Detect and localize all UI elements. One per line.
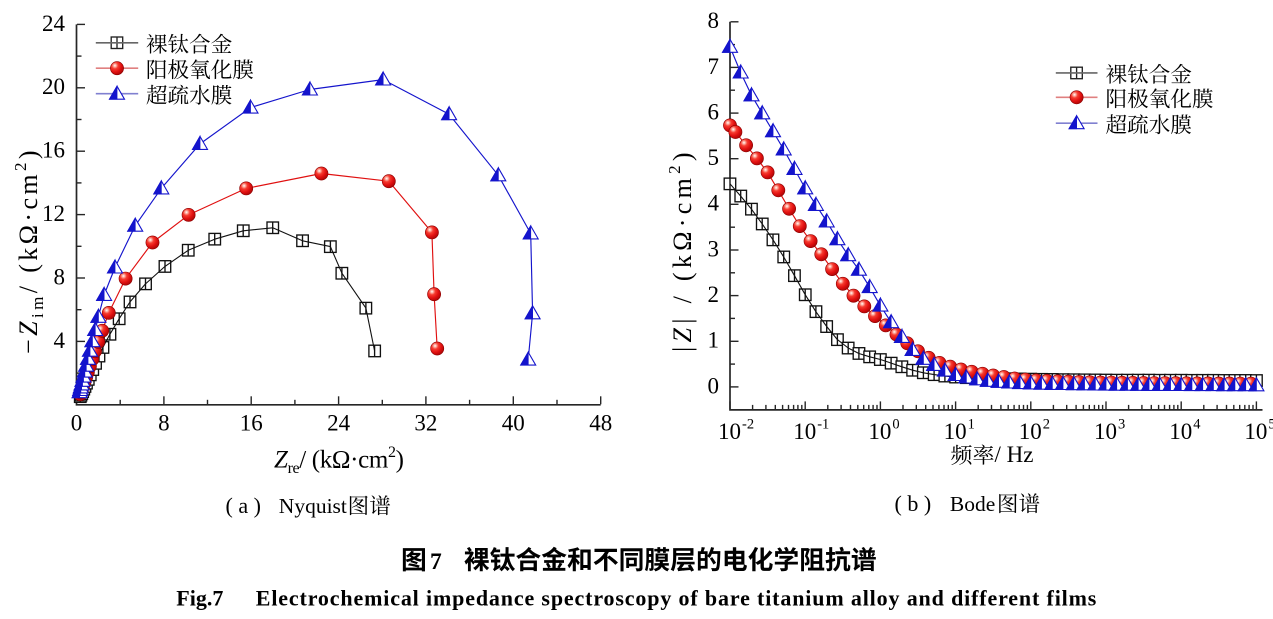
svg-text:12: 12 — [42, 201, 65, 226]
svg-text:|Z| / (kΩ·cm2): |Z| / (kΩ·cm2) — [665, 148, 697, 352]
svg-text:(a): (a) — [226, 493, 267, 518]
svg-text:4: 4 — [54, 328, 66, 353]
svg-text:0: 0 — [708, 373, 720, 398]
svg-text:Electrochemical impedance spec: Electrochemical impedance spectroscopy o… — [256, 586, 1097, 611]
svg-text:4: 4 — [708, 191, 720, 216]
svg-text:8: 8 — [54, 264, 66, 289]
svg-text:16: 16 — [42, 138, 65, 163]
svg-text:2: 2 — [1043, 417, 1050, 433]
svg-text:40: 40 — [502, 411, 525, 436]
svg-text:3: 3 — [1118, 417, 1125, 433]
svg-text:0: 0 — [71, 411, 83, 436]
svg-text:Bode: Bode — [950, 492, 995, 516]
svg-text:−Zim/ (kΩ·cm2): −Zim/ (kΩ·cm2) — [11, 147, 47, 354]
svg-text:-1: -1 — [817, 417, 829, 433]
svg-text:(b): (b) — [895, 491, 937, 516]
svg-text:10: 10 — [793, 419, 816, 444]
svg-text:1: 1 — [708, 328, 720, 353]
svg-text:7: 7 — [430, 549, 442, 575]
svg-text:Nyquist: Nyquist — [279, 494, 347, 518]
svg-text:8: 8 — [158, 411, 170, 436]
svg-text:6: 6 — [708, 100, 720, 125]
svg-text:10: 10 — [944, 419, 967, 444]
svg-text:Fig.7: Fig.7 — [176, 586, 223, 611]
svg-text:24: 24 — [42, 11, 66, 36]
svg-text:10: 10 — [1169, 419, 1192, 444]
svg-text:0: 0 — [892, 417, 899, 433]
svg-text:2: 2 — [708, 282, 720, 307]
svg-text:16: 16 — [240, 411, 263, 436]
svg-text:5: 5 — [708, 145, 720, 170]
svg-text:8: 8 — [708, 8, 720, 33]
svg-text:4: 4 — [1193, 417, 1201, 433]
svg-text:20: 20 — [42, 74, 65, 99]
svg-text:48: 48 — [589, 411, 612, 436]
svg-text:24: 24 — [327, 411, 351, 436]
svg-text:10: 10 — [1094, 419, 1117, 444]
svg-text:7: 7 — [708, 54, 720, 79]
svg-text:3: 3 — [708, 236, 720, 261]
svg-text:10: 10 — [1244, 419, 1267, 444]
svg-text:-2: -2 — [742, 417, 754, 433]
svg-text:1: 1 — [968, 417, 975, 433]
svg-text:10: 10 — [868, 419, 891, 444]
svg-text:10: 10 — [718, 419, 741, 444]
svg-text:10: 10 — [1019, 419, 1042, 444]
svg-text:5: 5 — [1268, 417, 1273, 433]
svg-text:/ Hz: / Hz — [995, 442, 1034, 467]
svg-text:Zre/ (kΩ·cm2): Zre/ (kΩ·cm2) — [274, 444, 404, 477]
svg-text:32: 32 — [414, 411, 437, 436]
